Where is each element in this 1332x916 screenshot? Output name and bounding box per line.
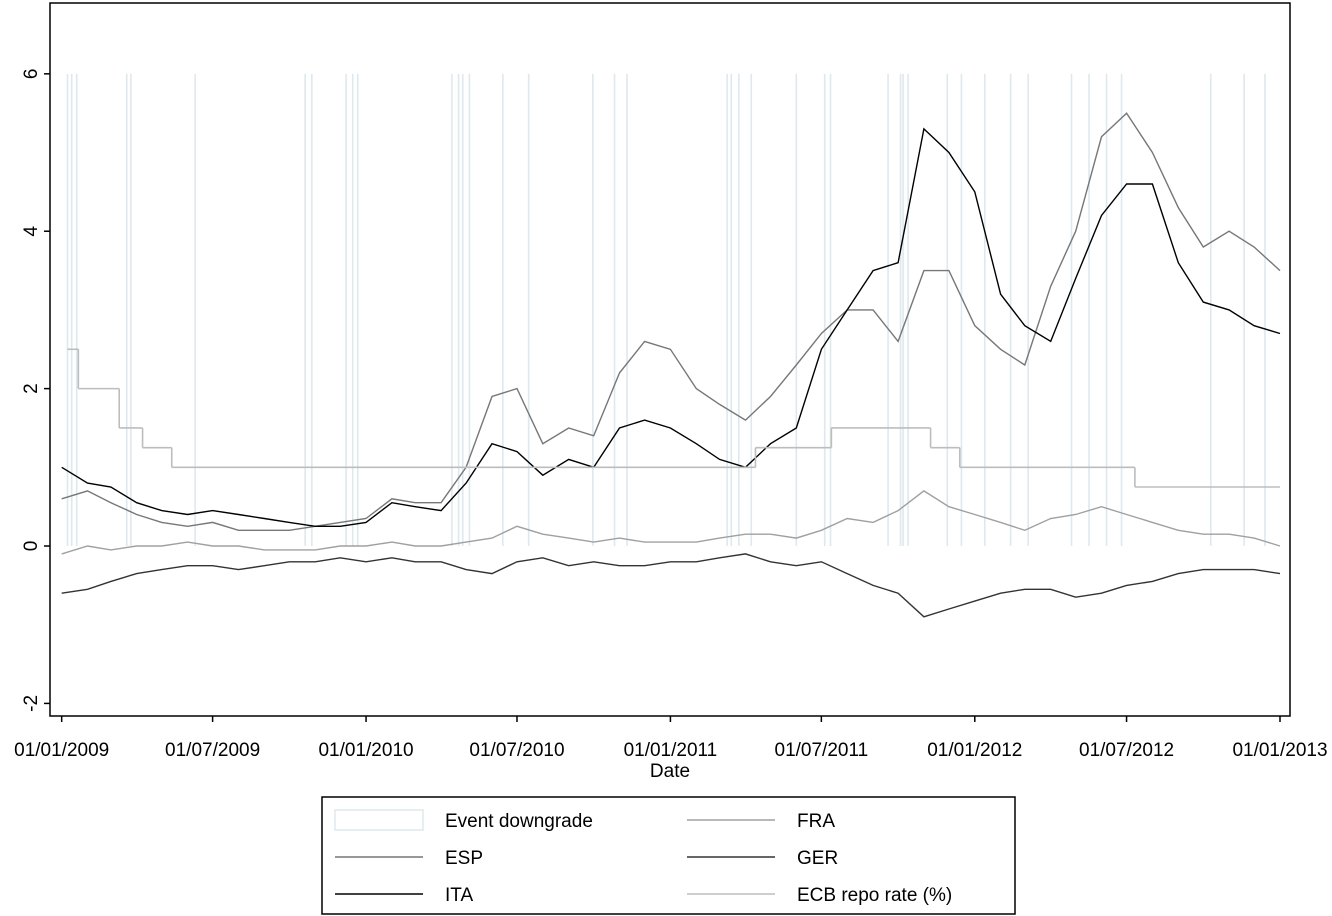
series-line: [61, 490, 1281, 555]
legend-label: FRA: [797, 811, 835, 832]
legend-box: [321, 796, 1016, 915]
event-bar: [125, 73, 128, 547]
y-tick-label: 2: [21, 383, 42, 394]
event-bar: [1070, 73, 1073, 547]
event-bar: [829, 73, 832, 547]
event-bar: [730, 73, 733, 547]
event-bar: [66, 73, 69, 547]
series-line: [61, 127, 1281, 527]
event-bar: [1009, 73, 1012, 547]
event-bar: [1209, 73, 1212, 547]
event-bar: [356, 73, 359, 547]
event-bar: [75, 73, 78, 547]
event-bar: [194, 73, 196, 547]
legend-swatch: [334, 809, 424, 831]
y-tick-label: 0: [21, 541, 42, 552]
event-bar: [726, 73, 728, 547]
event-bar: [457, 73, 460, 547]
legend-label: ESP: [445, 848, 483, 869]
event-bar: [502, 73, 504, 547]
event-bar: [468, 73, 471, 547]
event-bar: [1088, 73, 1090, 547]
x-tick-label: 01/07/2010: [469, 740, 564, 761]
event-bar: [345, 73, 347, 547]
event-bar: [613, 73, 616, 547]
event-bar: [1243, 73, 1245, 547]
event-bar: [130, 73, 132, 547]
event-bar: [946, 73, 949, 547]
x-tick-label: 01/01/2013: [1232, 740, 1327, 761]
event-bar: [823, 73, 826, 547]
legend-label: Event downgrade: [445, 811, 593, 832]
event-bar: [1264, 73, 1266, 547]
event-bar: [1027, 73, 1029, 547]
legend-label: ECB repo rate (%): [797, 885, 952, 906]
series-line: [61, 553, 1281, 618]
event-bar: [592, 73, 594, 547]
x-tick-label: 01/01/2009: [14, 740, 109, 761]
event-bar: [887, 73, 889, 547]
y-tick-label: -2: [21, 695, 42, 712]
x-tick-label: 01/07/2012: [1079, 740, 1174, 761]
event-bar: [626, 73, 628, 547]
event-bar: [1120, 73, 1123, 547]
event-bar: [461, 73, 464, 547]
event-bar: [983, 73, 986, 547]
event-bar: [902, 73, 904, 547]
event-bar: [311, 73, 313, 547]
legend-label: GER: [797, 848, 838, 869]
legend-label: ITA: [445, 885, 473, 906]
event-bar: [351, 73, 354, 547]
event-bar: [70, 73, 73, 547]
event-bar: [750, 73, 753, 547]
event-bar: [1105, 73, 1108, 547]
x-tick-label: 01/01/2010: [318, 740, 413, 761]
event-bar: [737, 73, 740, 547]
x-tick-label: 01/01/2011: [624, 740, 718, 761]
event-bar: [527, 73, 530, 547]
x-tick-label: 01/07/2009: [165, 740, 260, 761]
y-tick-label: 4: [21, 226, 42, 237]
y-tick-label: 6: [21, 69, 42, 80]
x-axis-title: Date: [650, 761, 690, 782]
x-tick-label: 01/07/2011: [775, 740, 869, 761]
event-bar: [907, 73, 909, 547]
event-bar: [960, 73, 963, 547]
event-bar: [304, 73, 306, 547]
series-line: [61, 112, 1281, 531]
event-bar: [899, 73, 902, 547]
x-tick-label: 01/01/2012: [927, 740, 1022, 761]
event-bar: [795, 73, 798, 547]
event-bar: [451, 73, 453, 547]
